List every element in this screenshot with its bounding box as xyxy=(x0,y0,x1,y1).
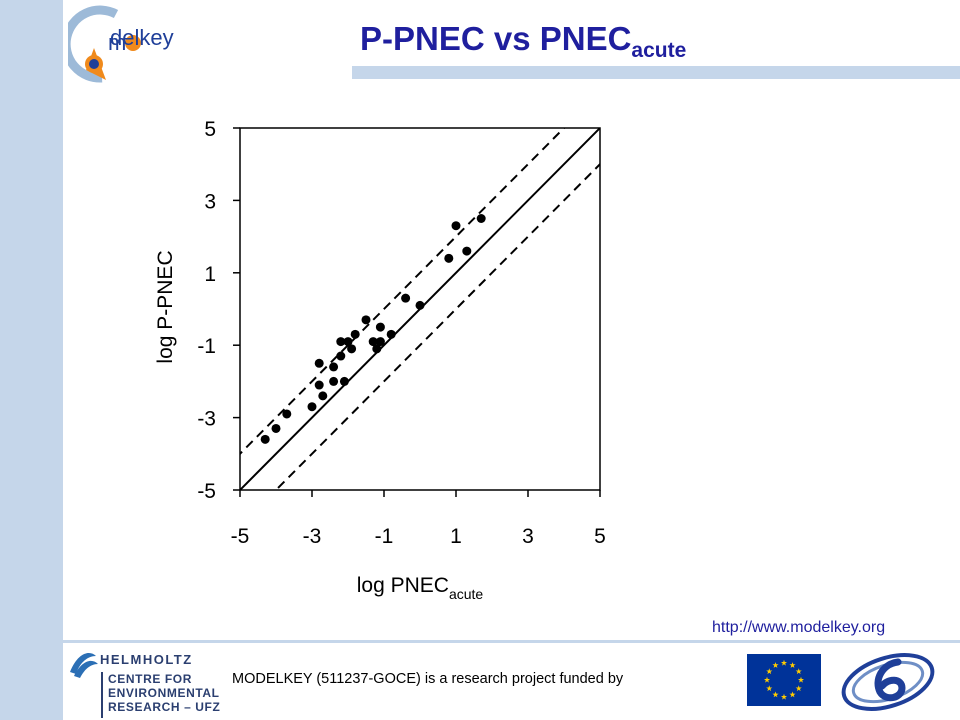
logo-swoosh xyxy=(68,5,119,83)
y-tick-label: -5 xyxy=(197,480,216,503)
axis-ticks: -5 -3 -1 1 3 5 -5 -3 -1 1 3 5 xyxy=(197,118,606,548)
x-axis-title-main: log PNEC xyxy=(357,574,449,597)
y-tick-label: 5 xyxy=(204,118,216,141)
helmholtz-wave-2 xyxy=(74,660,98,678)
data-point xyxy=(476,214,486,223)
funding-notice: MODELKEY (511237-GOCE) is a research pro… xyxy=(232,671,624,687)
x-tick-label: 1 xyxy=(450,525,462,548)
helmholtz-line-1: CENTRE FOR xyxy=(108,672,192,686)
y-tick-label: 1 xyxy=(204,263,216,286)
page-title: P-PNEC vs PNECacute xyxy=(360,20,686,63)
data-point xyxy=(347,344,357,354)
eu-star-icon xyxy=(780,693,788,700)
x-tick-label: 3 xyxy=(522,525,534,548)
eu-star-icon xyxy=(795,668,802,675)
x-tick-label: -3 xyxy=(303,525,322,548)
logo-o-icon xyxy=(125,35,141,51)
helmholtz-divider xyxy=(101,672,103,718)
eu-star-icon xyxy=(795,685,802,692)
data-points xyxy=(260,214,486,444)
y-axis-title: log P-PNEC xyxy=(154,250,177,363)
data-point xyxy=(318,391,328,401)
data-point xyxy=(314,380,324,390)
data-point xyxy=(307,402,317,412)
data-point xyxy=(375,322,385,332)
title-underline-bar xyxy=(352,66,960,79)
eu-star-icon xyxy=(766,668,773,675)
x-axis-title: log PNECacute xyxy=(357,574,484,602)
fp6-ring-outer xyxy=(841,653,935,711)
eu-star-icon xyxy=(789,662,796,668)
helmholtz-line-3: RESEARCH – UFZ xyxy=(108,700,221,714)
data-point xyxy=(462,246,472,256)
fp6-six-glyph xyxy=(874,658,906,702)
eu-flag-icon xyxy=(747,654,821,706)
helmholtz-logo xyxy=(70,653,98,678)
data-point xyxy=(361,315,371,325)
data-point xyxy=(339,376,349,386)
helmholtz-line-2: ENVIRONMENTAL xyxy=(108,686,220,700)
eu-star-icon xyxy=(789,691,796,698)
helmholtz-wave-1 xyxy=(70,653,96,674)
data-point xyxy=(271,423,281,433)
x-tick-label: -5 xyxy=(231,525,250,548)
y-tick-label: 3 xyxy=(204,190,216,213)
plot-frame xyxy=(239,127,601,491)
data-point xyxy=(329,376,339,386)
helmholtz-name: HELMHOLTZ xyxy=(100,652,193,667)
x-tick-label: 5 xyxy=(594,525,606,548)
eu-star-icon xyxy=(780,659,788,666)
title-main: P-PNEC vs PNEC xyxy=(360,20,632,57)
dashed-reference-line-2 xyxy=(274,162,600,490)
x-tick-label: -1 xyxy=(375,525,394,548)
eu-star-icon xyxy=(766,685,773,692)
logo-letter-m: m xyxy=(108,30,126,55)
data-point xyxy=(375,337,385,347)
website-link[interactable]: http://www.modelkey.org xyxy=(712,619,886,636)
x-axis-title-subscript: acute xyxy=(449,586,483,602)
data-point xyxy=(372,344,382,354)
title-subscript: acute xyxy=(631,39,687,62)
data-point xyxy=(444,253,454,263)
data-point xyxy=(282,409,292,419)
modelkey-logo: m xyxy=(68,5,141,83)
data-point xyxy=(336,337,346,347)
data-point xyxy=(415,300,425,310)
eu-star-icon xyxy=(763,676,771,683)
data-point xyxy=(368,337,378,347)
data-point xyxy=(314,358,324,368)
eu-stars xyxy=(763,659,805,700)
helmholtz-subtitle: CENTRE FOR ENVIRONMENTAL RESEARCH – UFZ xyxy=(108,672,220,714)
logo-blue-dot xyxy=(89,59,99,69)
data-point xyxy=(350,329,360,339)
dashed-reference-line-1 xyxy=(240,128,566,456)
eu-star-icon xyxy=(772,691,779,698)
y-tick-label: -3 xyxy=(197,408,216,431)
logo-text: delkey xyxy=(110,25,174,50)
data-point xyxy=(386,329,396,339)
fp6-logo xyxy=(841,653,935,711)
data-point xyxy=(336,351,346,361)
data-point xyxy=(451,221,461,231)
data-point xyxy=(260,434,270,444)
eu-star-icon xyxy=(772,662,779,668)
eu-star-icon xyxy=(797,676,805,683)
footer-divider xyxy=(63,640,960,643)
data-point xyxy=(329,362,339,372)
left-decor-band xyxy=(0,0,63,720)
y-tick-label: -1 xyxy=(197,335,216,358)
data-point xyxy=(343,337,353,347)
data-point xyxy=(401,293,411,303)
